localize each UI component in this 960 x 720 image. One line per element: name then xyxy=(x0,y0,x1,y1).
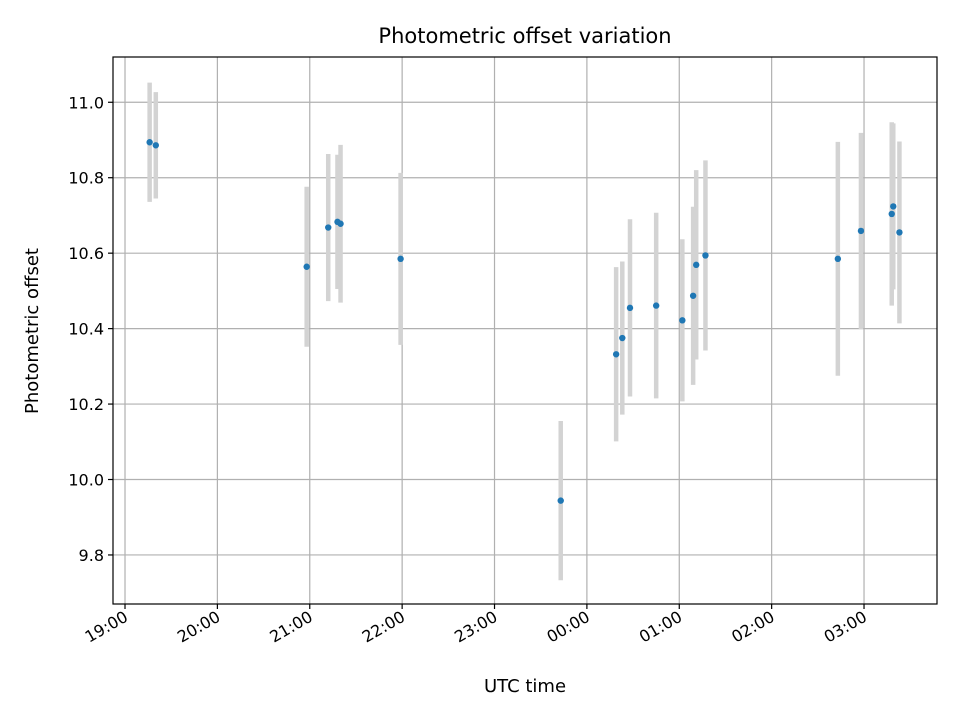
data-point xyxy=(626,304,634,312)
grid xyxy=(113,57,937,604)
x-tick-label: 19:00 xyxy=(82,607,131,647)
data-point xyxy=(325,224,332,231)
data-point xyxy=(888,210,895,218)
y-tick-label: 10.2 xyxy=(68,395,104,414)
data-point xyxy=(890,203,897,210)
data-point xyxy=(397,255,404,263)
data-point xyxy=(702,252,709,259)
plot-frame xyxy=(112,56,938,605)
data-point xyxy=(857,227,865,235)
y-tick-label: 10.0 xyxy=(68,471,104,490)
error-bars xyxy=(147,82,902,581)
x-tick-label: 21:00 xyxy=(266,607,315,647)
y-tick-label: 10.6 xyxy=(68,244,104,263)
x-axis-title: UTC time xyxy=(484,676,566,697)
data-point xyxy=(146,139,153,146)
y-tick-label: 10.4 xyxy=(68,320,104,339)
y-tick-label: 11.0 xyxy=(68,93,104,112)
data-point xyxy=(679,317,686,324)
data-point xyxy=(693,261,700,269)
data-points xyxy=(146,139,903,504)
y-tick-label: 10.8 xyxy=(68,169,104,188)
x-tick-label: 23:00 xyxy=(451,607,500,647)
x-tick-label: 02:00 xyxy=(728,607,777,647)
data-point xyxy=(152,142,160,149)
data-point xyxy=(612,351,620,358)
y-tick-label: 9.8 xyxy=(79,546,104,565)
y-axis: 9.8 10.0 10.2 10.4 10.6 10.8 11.0 xyxy=(68,93,113,565)
x-tick-label: 00:00 xyxy=(543,607,592,647)
x-tick-label: 22:00 xyxy=(359,607,408,647)
x-tick-label: 03:00 xyxy=(821,607,870,647)
x-axis: 19:00 20:00 21:00 22:00 23:00 00:00 01:00 02:00… xyxy=(82,604,870,647)
x-tick-label: 20:00 xyxy=(174,607,223,647)
data-point xyxy=(337,220,344,227)
data-point xyxy=(303,263,310,270)
data-point xyxy=(689,292,697,299)
data-point xyxy=(652,302,660,309)
data-point xyxy=(896,229,903,236)
y-axis-title: Photometric offset xyxy=(22,248,43,414)
chart-title: Photometric offset variation xyxy=(378,24,671,48)
data-point xyxy=(557,497,564,504)
data-point xyxy=(619,334,626,342)
x-tick-label: 01:00 xyxy=(636,607,685,647)
data-point xyxy=(834,255,842,263)
